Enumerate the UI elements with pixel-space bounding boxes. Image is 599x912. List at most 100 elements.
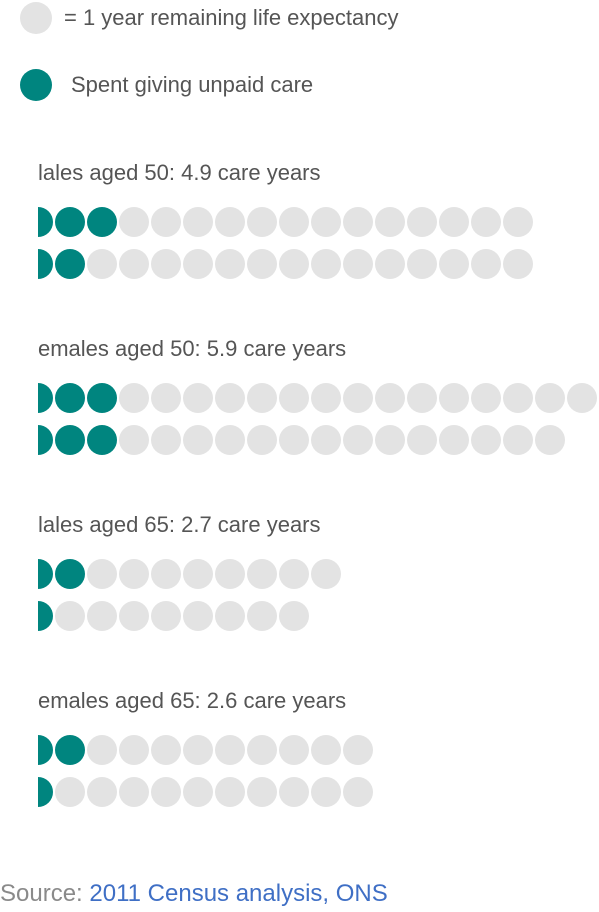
remaining-year-dot <box>119 249 149 279</box>
remaining-year-dot <box>343 249 373 279</box>
remaining-year-dot <box>119 383 149 413</box>
care-year-dot <box>38 777 53 807</box>
chart-group-3: lales aged 65: 2.7 care years <box>0 512 599 642</box>
remaining-year-dot <box>183 207 213 237</box>
remaining-year-dot <box>407 383 437 413</box>
remaining-year-dot <box>247 249 277 279</box>
care-year-dot <box>55 207 85 237</box>
remaining-year-dot <box>279 777 309 807</box>
chart-group-1: lales aged 50: 4.9 care years <box>0 160 599 290</box>
remaining-year-dot <box>247 559 277 589</box>
remaining-year-dot <box>503 249 533 279</box>
remaining-year-dot <box>215 777 245 807</box>
remaining-year-dot <box>471 249 501 279</box>
remaining-year-dot <box>183 425 213 455</box>
remaining-year-dot <box>343 735 373 765</box>
remaining-year-dot <box>215 249 245 279</box>
remaining-year-dot <box>87 249 117 279</box>
remaining-year-dot <box>87 735 117 765</box>
remaining-year-dot <box>471 207 501 237</box>
remaining-year-dot <box>247 601 277 631</box>
remaining-year-dot <box>311 777 341 807</box>
remaining-year-dot <box>247 207 277 237</box>
remaining-year-dot <box>567 383 597 413</box>
care-year-dot <box>38 425 53 455</box>
source-footer: Source: 2011 Census analysis, ONS <box>0 880 388 908</box>
remaining-year-dot <box>375 207 405 237</box>
chart-group-title: lales aged 50: 4.9 care years <box>38 160 321 185</box>
remaining-year-dot <box>343 425 373 455</box>
remaining-year-dot <box>215 559 245 589</box>
remaining-year-dot <box>151 735 181 765</box>
remaining-year-dot <box>343 207 373 237</box>
remaining-year-dot <box>55 601 85 631</box>
remaining-year-dot <box>215 735 245 765</box>
remaining-year-dot <box>471 425 501 455</box>
remaining-year-dot <box>503 425 533 455</box>
remaining-year-dot <box>343 383 373 413</box>
care-year-dot <box>38 559 53 589</box>
remaining-year-dot <box>343 777 373 807</box>
chart-group-title: emales aged 65: 2.6 care years <box>38 688 347 713</box>
remaining-year-dot <box>311 207 341 237</box>
care-year-dot <box>55 383 85 413</box>
remaining-year-dot <box>151 249 181 279</box>
chart-group-title: emales aged 50: 5.9 care years <box>38 336 347 361</box>
remaining-year-dot <box>311 425 341 455</box>
remaining-year-dot <box>375 425 405 455</box>
remaining-year-dot <box>87 777 117 807</box>
remaining-year-dot <box>311 735 341 765</box>
remaining-year-dot <box>119 425 149 455</box>
remaining-year-dot <box>215 425 245 455</box>
remaining-year-dot <box>279 559 309 589</box>
chart-group-dots <box>38 735 373 807</box>
remaining-year-dot <box>279 249 309 279</box>
legend-care-dot <box>20 69 52 101</box>
remaining-year-dot <box>183 601 213 631</box>
chart-group-dots <box>38 383 597 455</box>
remaining-year-dot <box>439 207 469 237</box>
remaining-year-dot <box>503 207 533 237</box>
remaining-year-dot <box>183 559 213 589</box>
care-year-dot <box>55 735 85 765</box>
care-year-dot <box>38 207 53 237</box>
legend-remaining-dot <box>20 2 52 34</box>
remaining-year-dot <box>151 383 181 413</box>
remaining-year-dot <box>151 777 181 807</box>
care-year-dot <box>38 249 53 279</box>
remaining-year-dot <box>119 601 149 631</box>
chart-group-dots <box>38 559 341 631</box>
remaining-year-dot <box>439 249 469 279</box>
remaining-year-dot <box>311 383 341 413</box>
remaining-year-dot <box>535 425 565 455</box>
remaining-year-dot <box>311 559 341 589</box>
remaining-year-dot <box>279 735 309 765</box>
remaining-year-dot <box>215 601 245 631</box>
remaining-year-dot <box>151 425 181 455</box>
remaining-year-dot <box>311 249 341 279</box>
remaining-year-dot <box>55 777 85 807</box>
care-year-dot <box>38 601 53 631</box>
remaining-year-dot <box>183 383 213 413</box>
remaining-year-dot <box>247 777 277 807</box>
source-label: Source: <box>0 880 83 907</box>
source-link[interactable]: 2011 Census analysis, ONS <box>89 880 388 907</box>
care-year-dot <box>87 425 117 455</box>
chart-group-4: emales aged 65: 2.6 care years <box>0 688 599 818</box>
remaining-year-dot <box>151 207 181 237</box>
remaining-year-dot <box>279 425 309 455</box>
remaining-year-dot <box>183 777 213 807</box>
remaining-year-dot <box>247 735 277 765</box>
care-year-dot <box>38 383 53 413</box>
remaining-year-dot <box>279 383 309 413</box>
remaining-year-dot <box>119 559 149 589</box>
remaining-year-dot <box>471 383 501 413</box>
legend-remaining-label: = 1 year remaining life expectancy <box>64 5 399 30</box>
remaining-year-dot <box>247 425 277 455</box>
remaining-year-dot <box>279 207 309 237</box>
remaining-year-dot <box>119 777 149 807</box>
remaining-year-dot <box>375 383 405 413</box>
legend-care: Spent giving unpaid care <box>20 69 313 101</box>
chart-group-title: lales aged 65: 2.7 care years <box>38 512 321 537</box>
remaining-year-dot <box>407 425 437 455</box>
